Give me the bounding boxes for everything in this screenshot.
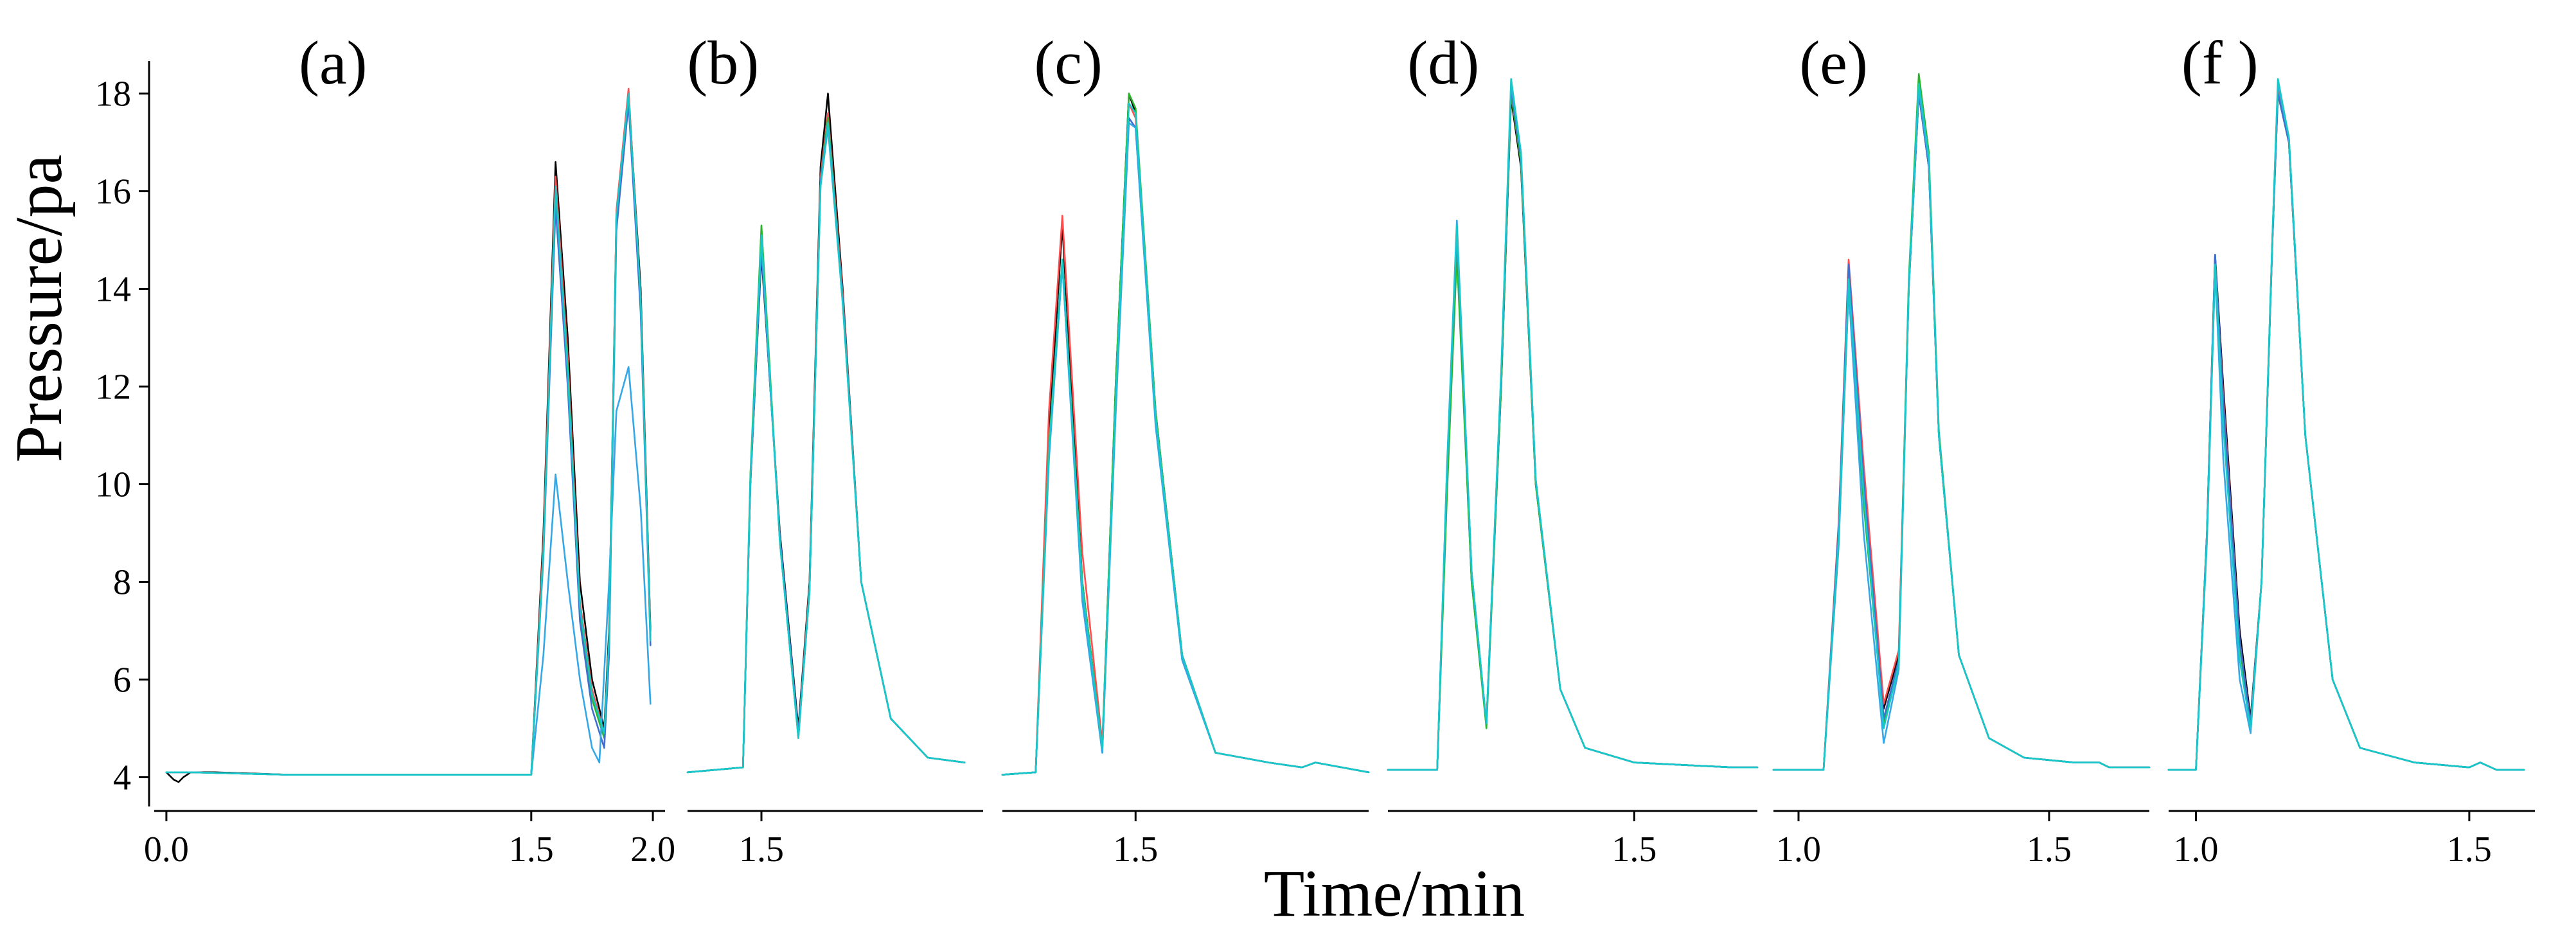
- x-tick-label: 1.5: [739, 830, 784, 869]
- series-line-4: [165, 102, 652, 776]
- series-line-5: [686, 127, 966, 774]
- series-line-2: [1001, 102, 1370, 776]
- x-tick-label: 1.0: [1776, 830, 1821, 869]
- panel-label: (a): [299, 28, 368, 97]
- x-tick-label: 1.5: [1113, 830, 1158, 869]
- series-line-3: [1001, 93, 1370, 776]
- series-line-6: [1387, 78, 1759, 771]
- panel-3: 1.5 (c): [1001, 28, 1370, 869]
- y-tick-label: 8: [113, 562, 131, 602]
- panel-label: (f ): [2181, 28, 2259, 97]
- series-line-1: [1001, 93, 1370, 776]
- series-line-6: [1001, 102, 1370, 776]
- panel-label: (c): [1034, 28, 1103, 97]
- series-line-4: [686, 121, 966, 774]
- x-tick-label: 1.5: [2447, 830, 2492, 869]
- series-line-3: [165, 97, 652, 776]
- y-tick-label: 18: [95, 75, 131, 114]
- series-line-4: [1001, 117, 1370, 776]
- x-tick-label: 1.0: [2174, 830, 2219, 869]
- series-line-1: [686, 93, 966, 774]
- series-line-6: [165, 93, 652, 776]
- x-axis-title: Time/min: [1264, 857, 1525, 931]
- x-tick-label: 1.5: [509, 830, 554, 869]
- y-tick-label: 6: [113, 660, 131, 700]
- series-line-2: [165, 87, 652, 776]
- series-line-2: [686, 112, 966, 774]
- series-line-5: [2167, 83, 2525, 771]
- y-tick-label: 16: [95, 172, 131, 212]
- panel-6: 1.0 1.5 (f ): [2167, 28, 2535, 869]
- series-line-6: [2167, 78, 2525, 771]
- y-tick-label: 4: [113, 758, 131, 797]
- y-tick-label: 10: [95, 465, 131, 504]
- panel-5: 1.0 1.5 (e): [1772, 28, 2151, 869]
- x-tick-label: 2.0: [630, 830, 675, 869]
- y-axis-title: Pressure/pa: [2, 154, 76, 462]
- panel-2: 1.5 (b): [686, 28, 983, 869]
- series-line-5: [1387, 83, 1759, 771]
- chart-panels: 0.0 1.5 2.0(a)1.5(b)1.5(c)1.5(d)1.0 1.5(e)1…: [144, 28, 2535, 869]
- series-line-3: [1387, 93, 1759, 771]
- x-tick-label: 1.5: [1612, 830, 1657, 869]
- series-line-6: [1772, 83, 2151, 771]
- series-line-3: [686, 117, 966, 774]
- series-line-2: [1387, 93, 1759, 771]
- series-line-6: [686, 121, 966, 774]
- series-line-1: [1387, 97, 1759, 771]
- y-axis: 4 6 8 10 12 14 16 18: [95, 61, 150, 806]
- x-tick-label: 0.0: [144, 830, 189, 869]
- y-tick-label: 12: [95, 368, 131, 407]
- panel-label: (d): [1407, 28, 1479, 97]
- panel-label: (e): [1799, 28, 1868, 97]
- y-tick-label: 14: [95, 270, 131, 310]
- x-tick-label: 1.5: [2027, 830, 2072, 869]
- panel-1: 0.0 1.5 2.0 (a): [144, 28, 675, 869]
- series-line-4: [1387, 87, 1759, 771]
- series-line-1: [165, 93, 652, 783]
- panel-4: 1.5 (d): [1387, 28, 1759, 869]
- panel-label: (b): [687, 28, 759, 97]
- series-line-5: [1001, 121, 1370, 776]
